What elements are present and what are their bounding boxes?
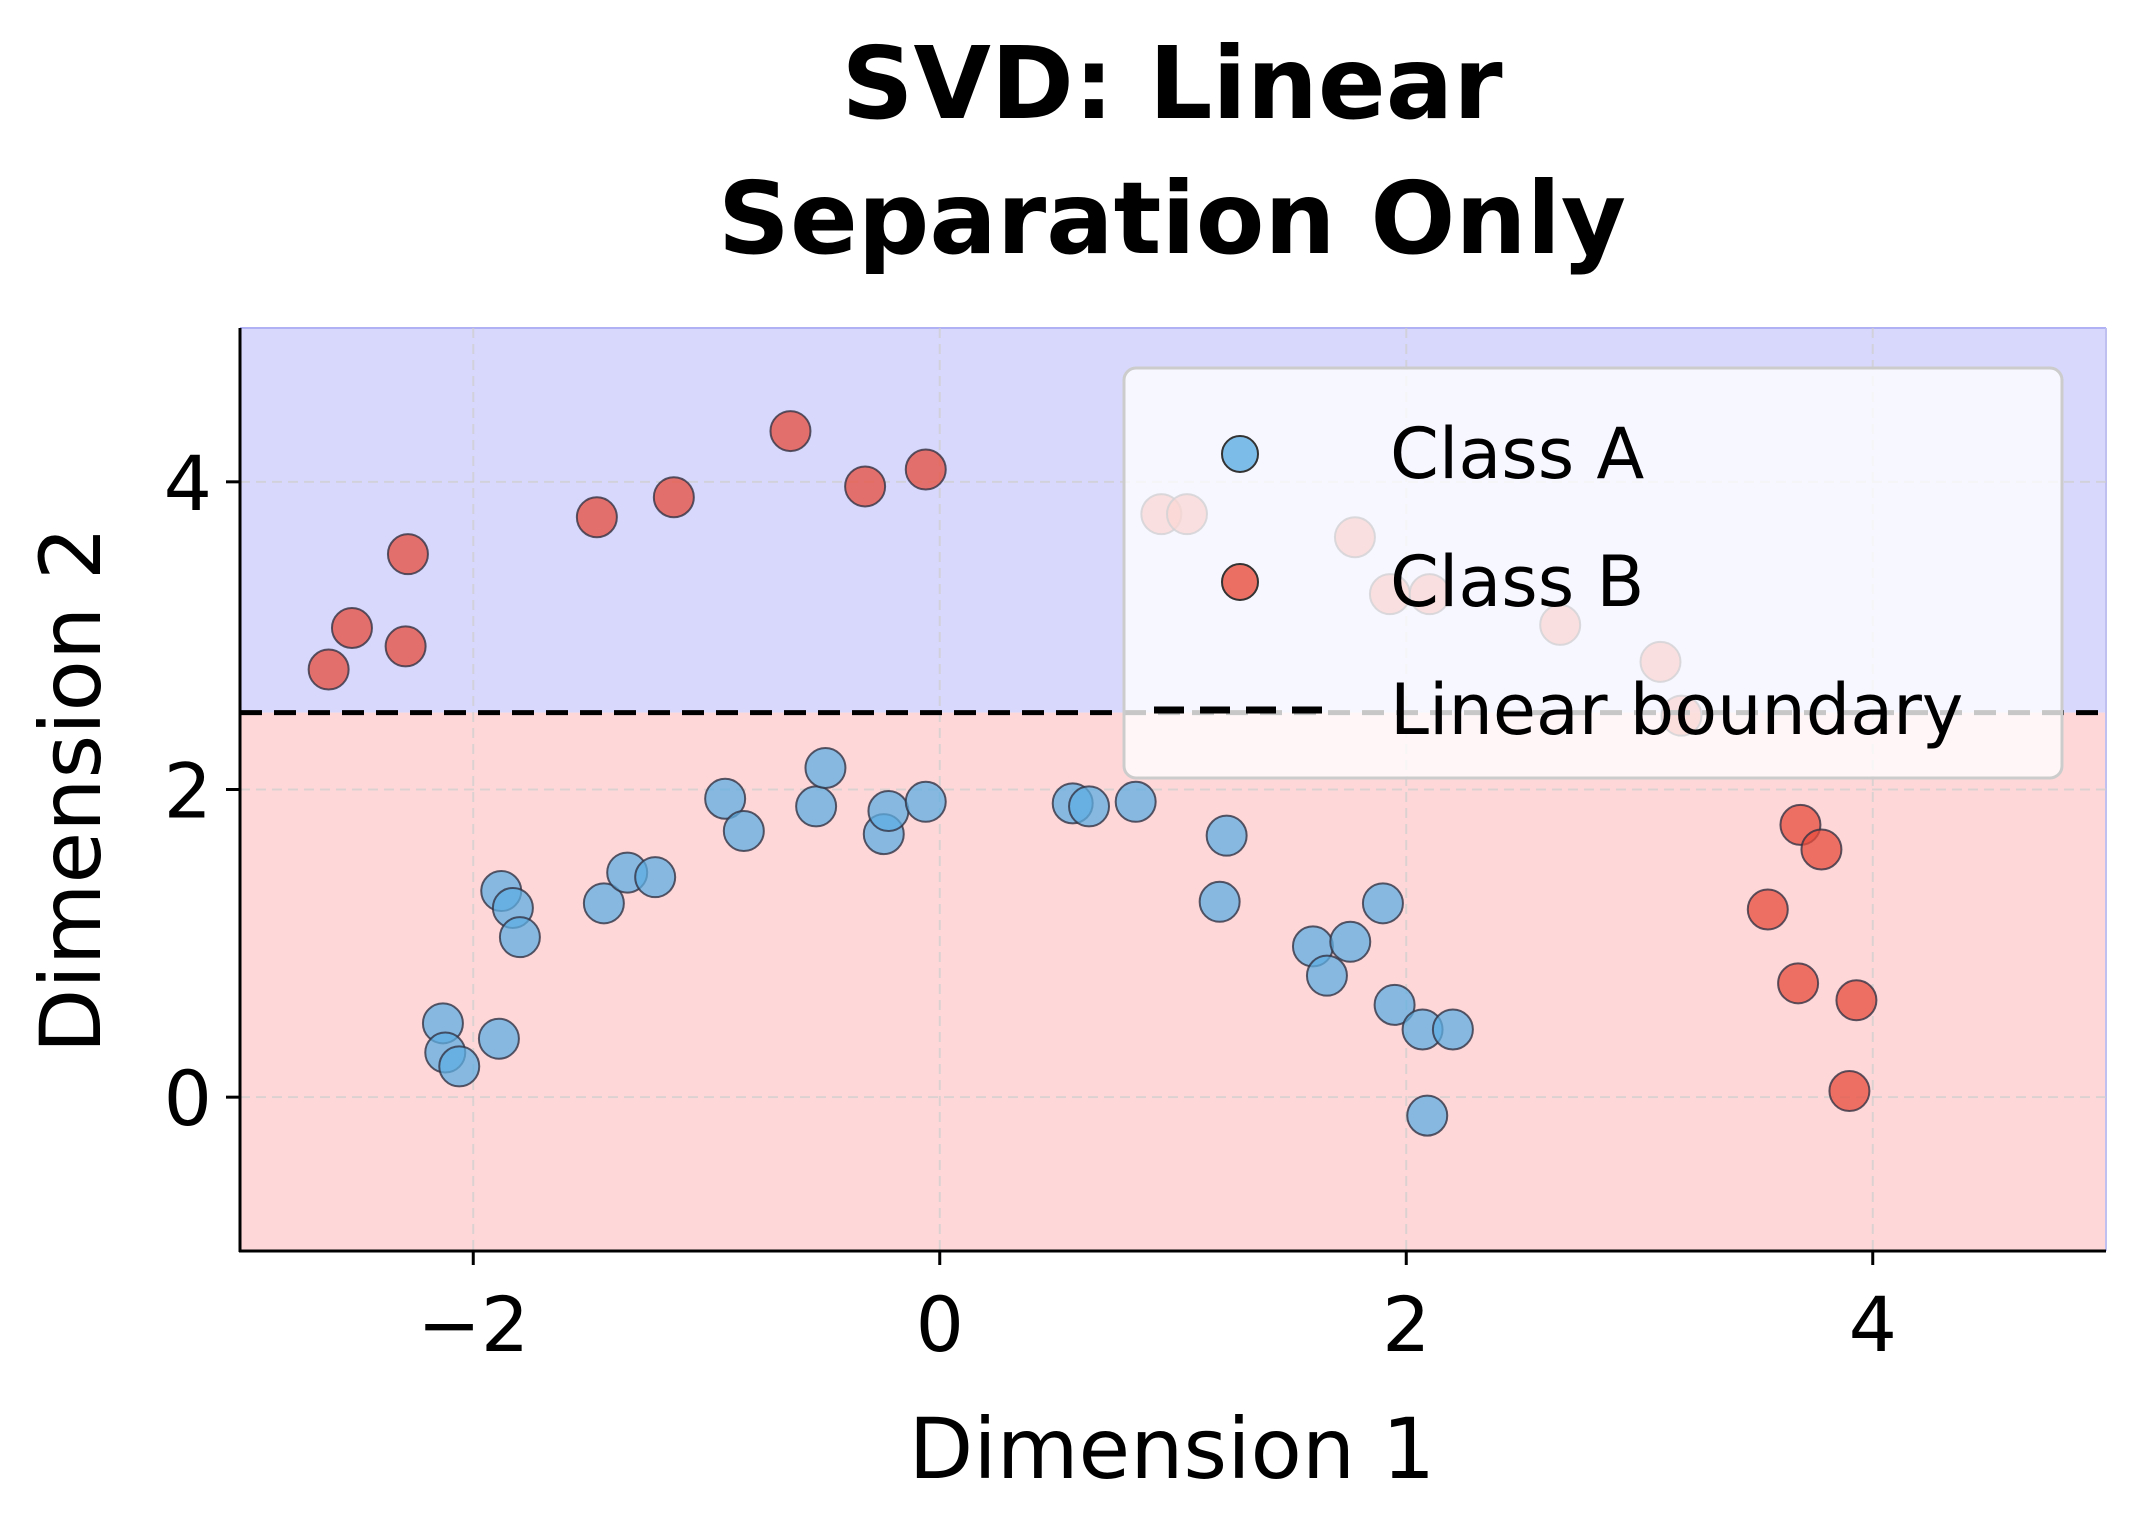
point-class-a [1431,1008,1474,1051]
point-class-a [867,790,910,833]
point-class-b [769,410,812,453]
legend-label: Class B [1390,541,1644,623]
point-class-a [1068,785,1111,828]
point-class-b [1746,888,1789,931]
point-class-a [634,856,677,899]
point-class-b [1835,979,1878,1022]
point-class-b [1828,1070,1871,1113]
legend-item-linear-boundary: Linear boundary [1154,669,1963,751]
y-tick-label: 4 [164,439,212,528]
legend-marker-icon [1221,435,1259,473]
point-class-a [1205,814,1248,857]
x-tick-label: 4 [1849,1280,1897,1369]
point-class-b [307,648,350,691]
point-class-a [795,785,838,828]
x-axis-ticks: −2 0 2 4 [417,1251,1897,1369]
y-axis-ticks: 0 2 4 [164,439,240,1143]
point-class-a [1373,983,1416,1026]
legend-item-class-a: Class A [1221,413,1644,495]
y-tick-label: 0 [164,1054,212,1143]
x-axis-label: Dimension 1 [909,1400,1436,1498]
point-class-a [722,810,765,853]
point-class-b [844,465,887,508]
point-class-b [904,448,947,491]
point-class-a [582,882,625,925]
legend-label: Class A [1390,413,1644,495]
chart-title: SVD: Linear Separation Only [718,25,1626,277]
chart-title-line-2: Separation Only [718,160,1626,277]
point-class-b [386,533,429,576]
x-tick-label: 2 [1382,1280,1430,1369]
point-class-b [652,476,695,519]
region-lower [240,712,2106,1251]
point-class-a [704,777,747,820]
point-class-a [477,1017,520,1060]
point-class-a [1114,780,1157,823]
point-class-a [1305,954,1348,997]
y-axis-label: Dimension 2 [22,527,120,1054]
chart-title-line-1: SVD: Linear [841,25,1503,142]
point-class-b [330,606,373,649]
legend-item-class-b: Class B [1221,541,1644,623]
point-class-a [438,1045,481,1088]
legend-label: Linear boundary [1390,669,1963,751]
point-class-b [384,625,427,668]
point-class-a [904,780,947,823]
point-class-a [498,916,541,959]
legend-box [1122,366,2064,780]
point-class-b [1800,828,1843,871]
point-class-b [1777,962,1820,1005]
y-tick-label: 2 [164,747,212,836]
point-class-a [1329,920,1372,963]
x-tick-label: −2 [417,1280,529,1369]
point-class-a [1361,882,1404,925]
point-class-a [1198,880,1241,923]
point-class-b [575,496,618,539]
point-class-a [1406,1094,1449,1137]
legend: Class A Class B Linear boundary [1122,366,2064,780]
point-class-a [804,746,847,789]
legend-marker-icon [1221,563,1259,601]
x-tick-label: 0 [916,1280,964,1369]
